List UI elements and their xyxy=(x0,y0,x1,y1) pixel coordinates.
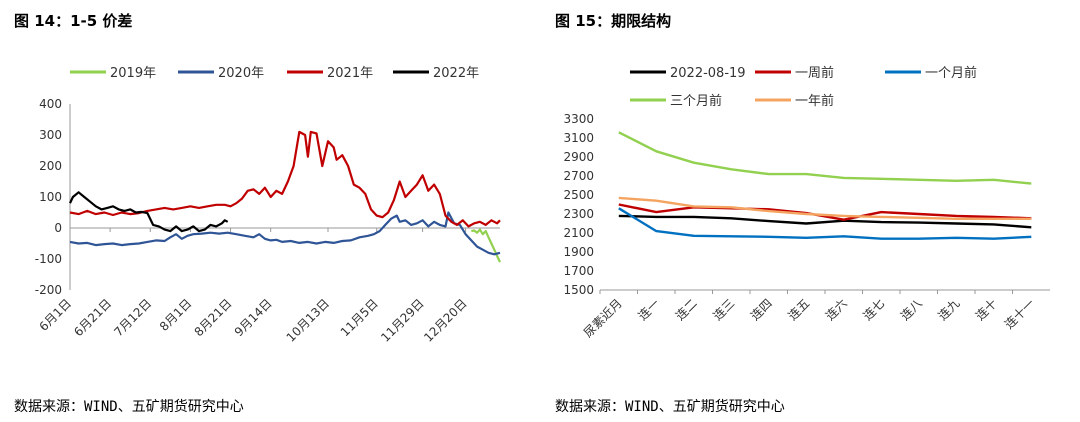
y-tick-label: 2500 xyxy=(563,188,594,202)
legend-label: 一个月前 xyxy=(925,65,977,81)
y-tick-label: 100 xyxy=(39,190,62,204)
legend-label: 2022年 xyxy=(433,66,479,81)
x-tick-label: 连六 xyxy=(822,296,850,324)
y-tick-label: 2300 xyxy=(563,207,594,221)
y-tick-label: 2700 xyxy=(563,169,594,183)
x-tick-label: 连八 xyxy=(897,296,925,324)
x-tick-label: 连一 xyxy=(635,296,663,324)
legend-label: 2019年 xyxy=(110,66,156,81)
legend-entry-一周前: 一周前 xyxy=(755,65,834,81)
series-line-一个月前 xyxy=(618,207,1032,240)
y-tick-label: 1700 xyxy=(563,264,594,278)
y-tick-label: 2100 xyxy=(563,226,594,240)
legend-entry-2021年: 2021年 xyxy=(287,66,373,81)
left-source-note: 数据来源：WIND、五矿期货研究中心 xyxy=(14,399,244,415)
x-tick-label: 连十 xyxy=(972,296,1000,324)
legend-entry-一个月前: 一个月前 xyxy=(885,65,977,81)
y-tick-label: 300 xyxy=(39,128,62,142)
right-chart-title: 图 15：期限结构 xyxy=(555,12,672,30)
legend-entry-2019年: 2019年 xyxy=(70,66,156,81)
legend-label: 一周前 xyxy=(795,65,834,81)
x-tick-label: 尿素近月 xyxy=(581,296,625,340)
x-tick-label: 11月5日 xyxy=(338,296,381,339)
series-line-2021年 xyxy=(69,130,501,228)
x-tick-label: 8月21日 xyxy=(192,296,235,339)
x-tick-label: 11月29日 xyxy=(378,296,426,344)
legend-entry-一年前: 一年前 xyxy=(755,93,834,109)
x-tick-label: 连四 xyxy=(747,296,775,324)
y-tick-label: 0 xyxy=(54,221,62,235)
x-tick-label: 连二 xyxy=(672,296,700,324)
spread-line-chart: 2019年 2020年 2021年 2022年 -200 -100 0 100 200 300 40… xyxy=(35,66,501,345)
x-tick-label: 7月12日 xyxy=(111,296,154,339)
left-chart-title: 图 14：1-5 价差 xyxy=(14,12,133,30)
series-line-2022-08-19 xyxy=(618,214,1032,229)
legend-entry-2022-08-19: 2022-08-19 xyxy=(630,66,746,81)
y-tick-label: 400 xyxy=(39,97,62,111)
y-tick-label: 1500 xyxy=(563,283,594,297)
y-tick-label: 3100 xyxy=(563,131,594,145)
x-tick-label: 连十一 xyxy=(1001,296,1037,332)
x-tick-label: 连九 xyxy=(935,296,963,324)
legend-label: 一年前 xyxy=(795,93,834,109)
series-line-一年前 xyxy=(618,196,1032,220)
legend-label: 2021年 xyxy=(327,66,373,81)
legend-entry-2022年: 2022年 xyxy=(393,66,479,81)
series-line-2022年 xyxy=(69,191,229,233)
x-tick-label: 6月21日 xyxy=(71,296,114,339)
series-line-2019年 xyxy=(471,228,501,263)
legend-label: 三个月前 xyxy=(670,93,722,109)
series-line-三个月前 xyxy=(618,131,1032,185)
x-tick-label: 连七 xyxy=(860,296,888,324)
y-tick-label: 3300 xyxy=(563,112,594,126)
legend-entry-2020年: 2020年 xyxy=(178,66,264,81)
x-tick-label: 连三 xyxy=(710,296,738,324)
x-tick-label: 10月13日 xyxy=(284,296,332,344)
y-tick-label: -200 xyxy=(35,283,62,297)
series-line-2020年 xyxy=(69,211,501,256)
legend-entry-三个月前: 三个月前 xyxy=(630,93,722,109)
x-tick-label: 连五 xyxy=(785,296,813,324)
x-tick-label: 9月14日 xyxy=(232,296,275,339)
x-tick-label: 6月1日 xyxy=(36,296,74,334)
x-tick-label: 12月20日 xyxy=(421,296,469,344)
y-tick-label: 2900 xyxy=(563,150,594,164)
legend-label: 2020年 xyxy=(218,66,264,81)
x-tick-label: 8月1日 xyxy=(157,296,195,334)
series-line-一周前 xyxy=(618,203,1032,221)
y-tick-label: 200 xyxy=(39,159,62,173)
right-source-note: 数据来源：WIND、五矿期货研究中心 xyxy=(555,399,785,415)
y-tick-label: 1900 xyxy=(563,245,594,259)
legend-label: 2022-08-19 xyxy=(670,66,746,81)
y-tick-label: -100 xyxy=(35,252,62,266)
